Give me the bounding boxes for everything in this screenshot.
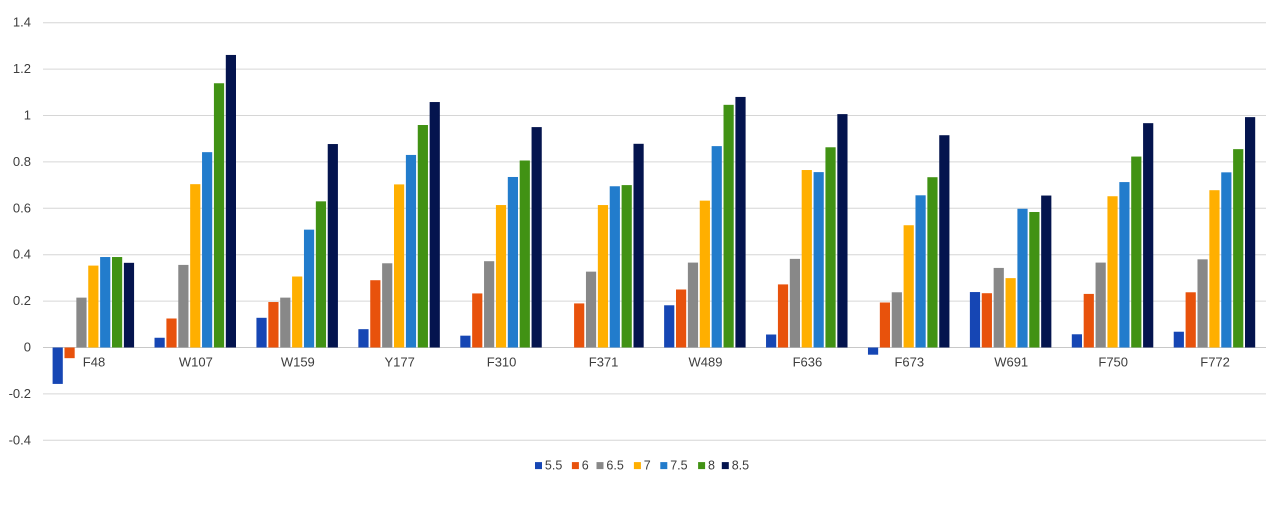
svg-text:F48: F48 [83, 354, 105, 369]
svg-text:F750: F750 [1098, 354, 1128, 369]
svg-text:1.2: 1.2 [13, 61, 31, 76]
svg-text:W159: W159 [281, 354, 315, 369]
svg-text:W691: W691 [994, 354, 1028, 369]
svg-text:0.8: 0.8 [13, 154, 31, 169]
svg-text:7.5: 7.5 [670, 459, 687, 473]
svg-text:1: 1 [24, 108, 31, 123]
svg-text:F673: F673 [894, 354, 924, 369]
svg-text:0.4: 0.4 [13, 247, 31, 262]
svg-text:1.4: 1.4 [13, 15, 31, 30]
svg-text:F310: F310 [487, 354, 517, 369]
svg-text:0.6: 0.6 [13, 200, 31, 215]
svg-text:F636: F636 [793, 354, 823, 369]
svg-text:6.5: 6.5 [606, 459, 623, 473]
svg-text:5.5: 5.5 [545, 459, 562, 473]
svg-text:W107: W107 [179, 354, 213, 369]
svg-text:W489: W489 [689, 354, 723, 369]
svg-text:F772: F772 [1200, 354, 1230, 369]
svg-text:-0.4: -0.4 [9, 432, 31, 447]
svg-text:Y177: Y177 [385, 354, 415, 369]
svg-text:F371: F371 [589, 354, 619, 369]
svg-text:8: 8 [708, 459, 715, 473]
svg-text:0.2: 0.2 [13, 293, 31, 308]
svg-text:0: 0 [24, 340, 31, 355]
svg-text:8.5: 8.5 [732, 459, 749, 473]
svg-text:6: 6 [582, 459, 589, 473]
svg-text:-0.2: -0.2 [9, 386, 31, 401]
svg-text:7: 7 [644, 459, 651, 473]
